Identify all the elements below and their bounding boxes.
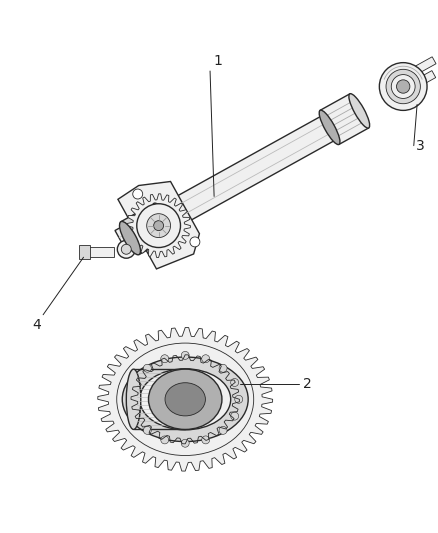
Circle shape [132, 378, 140, 386]
Polygon shape [127, 194, 191, 257]
Text: 2: 2 [304, 377, 312, 391]
Circle shape [121, 244, 131, 254]
Polygon shape [153, 207, 167, 222]
Circle shape [161, 355, 169, 362]
Polygon shape [78, 245, 89, 259]
Circle shape [235, 395, 243, 403]
Circle shape [133, 189, 143, 199]
Ellipse shape [319, 110, 340, 144]
Ellipse shape [165, 383, 205, 416]
Ellipse shape [120, 221, 141, 255]
Circle shape [147, 214, 170, 238]
Ellipse shape [148, 369, 222, 430]
Ellipse shape [126, 369, 141, 430]
Ellipse shape [140, 369, 231, 430]
Circle shape [190, 237, 200, 247]
Polygon shape [115, 110, 346, 255]
Circle shape [386, 69, 420, 104]
Circle shape [132, 412, 140, 420]
Text: 4: 4 [32, 318, 41, 332]
Circle shape [181, 439, 189, 447]
Circle shape [117, 240, 135, 258]
Polygon shape [320, 94, 369, 144]
Polygon shape [134, 369, 185, 430]
Circle shape [143, 426, 152, 434]
Circle shape [181, 351, 189, 359]
Circle shape [161, 436, 169, 444]
Circle shape [231, 378, 239, 386]
Circle shape [219, 426, 227, 434]
Circle shape [391, 75, 415, 99]
Ellipse shape [122, 357, 248, 442]
Polygon shape [85, 247, 114, 257]
Polygon shape [98, 327, 273, 471]
Circle shape [202, 436, 210, 444]
Circle shape [154, 221, 163, 231]
Polygon shape [118, 182, 199, 269]
Ellipse shape [152, 203, 173, 237]
Text: 3: 3 [416, 139, 424, 152]
Circle shape [219, 364, 227, 372]
Circle shape [202, 355, 210, 362]
Circle shape [128, 395, 136, 403]
Circle shape [379, 63, 427, 110]
Ellipse shape [117, 343, 254, 456]
Circle shape [143, 364, 152, 372]
Circle shape [137, 204, 180, 247]
Text: 1: 1 [213, 54, 222, 68]
Polygon shape [402, 57, 436, 80]
Circle shape [231, 412, 239, 420]
Polygon shape [121, 204, 172, 255]
Ellipse shape [349, 94, 370, 128]
Polygon shape [407, 70, 436, 91]
Circle shape [396, 80, 410, 93]
Polygon shape [160, 215, 180, 234]
